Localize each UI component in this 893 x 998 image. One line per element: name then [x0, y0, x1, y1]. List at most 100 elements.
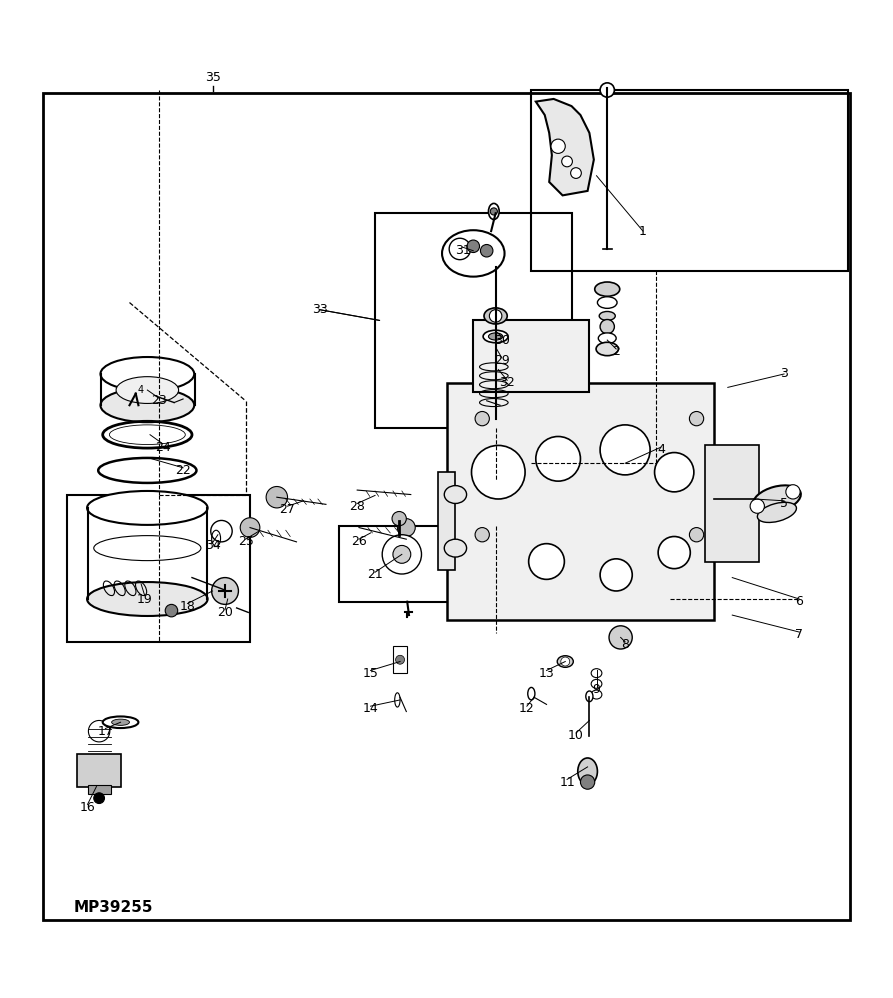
Ellipse shape — [597, 342, 618, 355]
Circle shape — [562, 156, 572, 167]
Ellipse shape — [595, 282, 620, 296]
Circle shape — [689, 411, 704, 426]
Ellipse shape — [557, 656, 573, 668]
Circle shape — [580, 774, 595, 789]
Circle shape — [786, 485, 800, 499]
Ellipse shape — [100, 357, 195, 391]
Circle shape — [561, 657, 570, 666]
Bar — [531, 90, 848, 271]
Text: 29: 29 — [494, 354, 510, 367]
Circle shape — [689, 528, 704, 542]
Circle shape — [472, 445, 525, 499]
Text: 6: 6 — [796, 595, 803, 608]
Text: 21: 21 — [367, 569, 383, 582]
Text: 10: 10 — [568, 730, 584, 743]
Ellipse shape — [116, 376, 179, 403]
Ellipse shape — [444, 486, 467, 503]
Circle shape — [571, 168, 581, 179]
Circle shape — [240, 518, 260, 537]
Text: 2: 2 — [613, 345, 620, 358]
Text: 16: 16 — [79, 800, 96, 813]
Text: 11: 11 — [559, 775, 575, 788]
Text: 30: 30 — [494, 333, 510, 346]
Text: 20: 20 — [217, 606, 233, 619]
Circle shape — [600, 425, 650, 475]
Circle shape — [467, 241, 480, 252]
Circle shape — [600, 319, 614, 333]
Circle shape — [397, 519, 415, 537]
Text: 35: 35 — [204, 71, 221, 84]
Ellipse shape — [112, 720, 129, 726]
Circle shape — [480, 245, 493, 257]
Ellipse shape — [100, 388, 195, 422]
Text: 34: 34 — [204, 539, 221, 552]
Bar — [375, 214, 572, 427]
Bar — [705, 445, 759, 562]
Circle shape — [655, 452, 694, 492]
Text: 3: 3 — [780, 367, 788, 380]
Circle shape — [475, 528, 489, 542]
Ellipse shape — [87, 582, 207, 616]
Ellipse shape — [578, 757, 597, 784]
Circle shape — [393, 546, 411, 563]
Text: 9: 9 — [593, 683, 600, 696]
Text: 32: 32 — [499, 376, 515, 389]
Bar — [88, 784, 111, 793]
Circle shape — [490, 208, 497, 215]
Ellipse shape — [488, 204, 499, 220]
Circle shape — [392, 512, 406, 526]
Ellipse shape — [87, 491, 207, 525]
Circle shape — [449, 239, 471, 259]
Ellipse shape — [444, 539, 467, 557]
Text: 1: 1 — [639, 225, 647, 238]
Ellipse shape — [103, 717, 138, 729]
Circle shape — [165, 605, 178, 617]
Circle shape — [658, 537, 690, 569]
Ellipse shape — [484, 308, 507, 324]
Circle shape — [212, 578, 238, 605]
Text: MP39255: MP39255 — [73, 900, 153, 915]
Bar — [339, 526, 464, 602]
Text: 7: 7 — [796, 628, 803, 642]
Bar — [473, 320, 589, 392]
Circle shape — [266, 486, 288, 508]
Text: 28: 28 — [349, 500, 365, 513]
Text: 25: 25 — [238, 535, 254, 548]
Text: 5: 5 — [780, 497, 788, 510]
Ellipse shape — [483, 330, 508, 342]
Ellipse shape — [488, 333, 503, 340]
Text: 24: 24 — [154, 441, 171, 454]
Ellipse shape — [599, 311, 615, 320]
Text: 12: 12 — [519, 703, 535, 716]
Circle shape — [551, 139, 565, 154]
Text: 27: 27 — [280, 503, 296, 516]
Text: 4: 4 — [138, 385, 144, 395]
Text: 23: 23 — [151, 394, 167, 407]
Ellipse shape — [442, 231, 505, 276]
Text: 33: 33 — [312, 303, 328, 316]
Ellipse shape — [597, 296, 617, 308]
Circle shape — [600, 83, 614, 97]
Circle shape — [475, 411, 489, 426]
Ellipse shape — [753, 485, 801, 513]
Text: 19: 19 — [137, 593, 153, 606]
Text: 22: 22 — [175, 464, 191, 477]
Circle shape — [536, 436, 580, 481]
Ellipse shape — [598, 333, 616, 343]
Text: 13: 13 — [538, 667, 555, 680]
Circle shape — [609, 626, 632, 649]
Circle shape — [600, 559, 632, 591]
Ellipse shape — [586, 691, 593, 702]
Circle shape — [396, 656, 405, 665]
Circle shape — [382, 535, 421, 574]
Circle shape — [750, 499, 764, 513]
Text: 15: 15 — [363, 667, 379, 680]
Text: 14: 14 — [363, 703, 379, 716]
Text: 31: 31 — [455, 245, 471, 257]
Bar — [67, 495, 250, 642]
Circle shape — [211, 520, 232, 542]
Text: 26: 26 — [351, 535, 367, 548]
Text: 4: 4 — [657, 443, 664, 456]
Circle shape — [529, 544, 564, 580]
Bar — [446, 383, 714, 620]
